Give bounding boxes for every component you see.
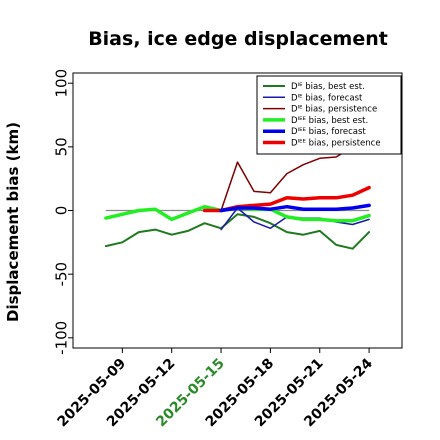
series-line-2: [203, 146, 354, 212]
chart-title: Bias, ice edge displacement: [88, 28, 388, 50]
legend-entry: Dᴵᴱᴱ bias, persistence: [291, 139, 381, 149]
y-tick-label: 0: [53, 206, 71, 216]
legend-entry: Dᴵᴱ bias, persistence: [291, 105, 377, 115]
y-tick-label: 100: [53, 69, 71, 98]
y-tick-label: -50: [53, 262, 71, 287]
y-tick-label: 50: [53, 137, 71, 156]
y-tick-label: -100: [53, 321, 71, 355]
series-line-0: [104, 213, 371, 250]
series-line-4: [219, 203, 371, 213]
legend-entry: Dᴵᴱᴱ bias, forecast: [291, 127, 366, 137]
legend: Dᴵᴱ bias, best est.Dᴵᴱ bias, forecast Dᴵᴱ…: [256, 75, 402, 155]
legend-entry: Dᴵᴱ bias, forecast: [291, 93, 363, 103]
legend-entry: Dᴵᴱ bias, best est.: [291, 82, 365, 92]
y-axis-label: Displacement bias (km): [4, 122, 22, 322]
legend-entry: Dᴵᴱᴱ bias, best est.: [291, 116, 368, 126]
